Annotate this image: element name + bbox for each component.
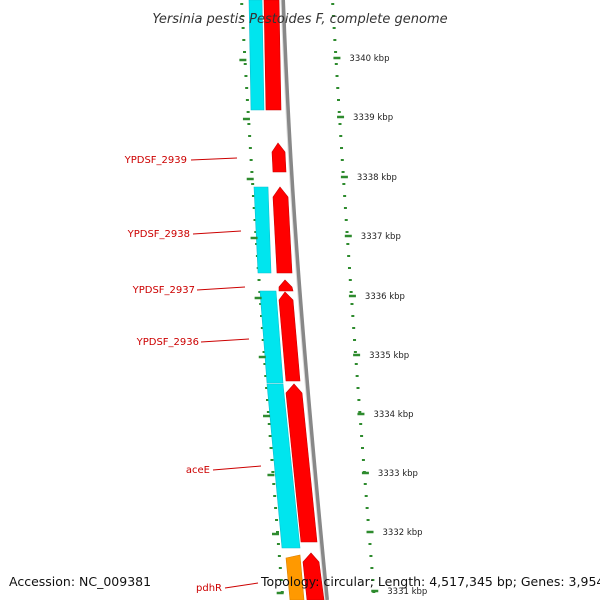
cds-feature-ypdsf-2936: [278, 291, 301, 382]
cds-feature-acee: [285, 383, 318, 543]
gene-label-ypdsf-2937[interactable]: YPDSF_2937: [132, 285, 195, 296]
accession-text: Accession: NC_009381: [9, 574, 152, 589]
gene-leader-lines: [190, 157, 262, 589]
kbp-label: 3333 kbp: [378, 469, 418, 479]
map-title: Yersinia pestis Pestoides F, complete ge…: [152, 12, 447, 27]
kbp-label: 3331 kbp: [387, 587, 427, 597]
kbp-label: 3336 kbp: [365, 292, 405, 302]
cds-feature-ypdsf-2939: [271, 142, 287, 173]
scale-labels: 3340 kbp 3339 kbp 3338 kbp 3337 kbp 3336 kbp…: [239, 54, 427, 597]
gene-label-acee[interactable]: aceE: [186, 465, 210, 476]
gene-label-pdhr[interactable]: pdhR: [196, 583, 222, 594]
cds-strip-segment: [259, 290, 284, 384]
kbp-label: 3337 kbp: [361, 232, 401, 242]
gene-label-ypdsf-2939[interactable]: YPDSF_2939: [124, 155, 187, 166]
gene-label-ypdsf-2938[interactable]: YPDSF_2938: [127, 229, 190, 240]
cds-feature-ypdsf-2937: [278, 279, 294, 292]
kbp-label: 3334 kbp: [373, 410, 413, 420]
kbp-label: 3332 kbp: [383, 528, 423, 538]
kbp-label: 3338 kbp: [357, 173, 397, 183]
cds-feature: [263, 0, 282, 111]
cds-feature-ypdsf-2938: [272, 186, 293, 274]
gene-label-ypdsf-2936[interactable]: YPDSF_2936: [136, 337, 199, 348]
genome-backbone: [281, 0, 329, 600]
kbp-label: 3340 kbp: [349, 54, 389, 64]
cds-strip-segment: [248, 0, 265, 111]
topology-text: Topology: circular; Length: 4,517,345 bp…: [261, 574, 600, 589]
other-feature: [285, 554, 305, 600]
cds-feature-pdhr: [302, 552, 325, 600]
kbp-label: 3339 kbp: [353, 113, 393, 123]
cds-strip-segment: [266, 383, 301, 549]
kbp-label: 3335 kbp: [369, 351, 409, 361]
cds-strip-segment: [253, 186, 272, 274]
